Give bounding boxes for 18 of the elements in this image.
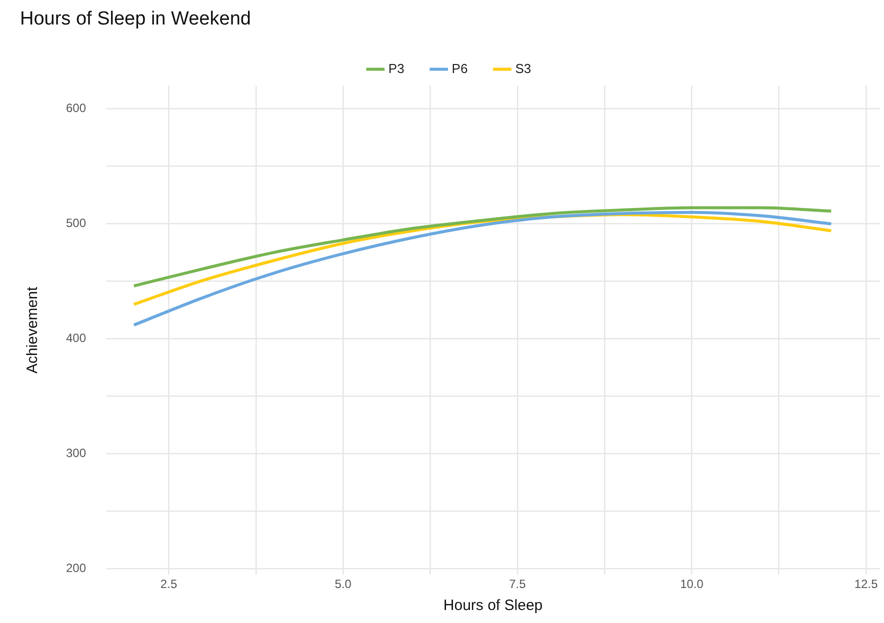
x-tick-label: 12.5: [854, 577, 878, 592]
line-series: [132, 206, 833, 288]
y-tick-label: 300: [66, 446, 86, 460]
legend-label: P6: [452, 60, 468, 76]
x-tick-label: 2.5: [160, 577, 178, 592]
y-tick-label: 600: [66, 101, 86, 116]
y-tick-label: 400: [66, 331, 86, 346]
y-axis-title: Achievement: [24, 286, 42, 374]
y-tick-label: 200: [66, 561, 86, 576]
x-tick-label: 7.5: [509, 577, 526, 592]
chart-title: Hours of Sleep in Weekend: [20, 8, 251, 30]
legend-label: S3: [515, 60, 532, 76]
x-tick-label: 5.0: [334, 577, 352, 592]
y-tick-label: 500: [66, 216, 86, 230]
x-axis-title: Hours of Sleep: [443, 597, 543, 614]
x-tick-label: 10.0: [680, 577, 704, 592]
legend-label: P3: [388, 60, 404, 76]
line-series: [132, 210, 833, 327]
